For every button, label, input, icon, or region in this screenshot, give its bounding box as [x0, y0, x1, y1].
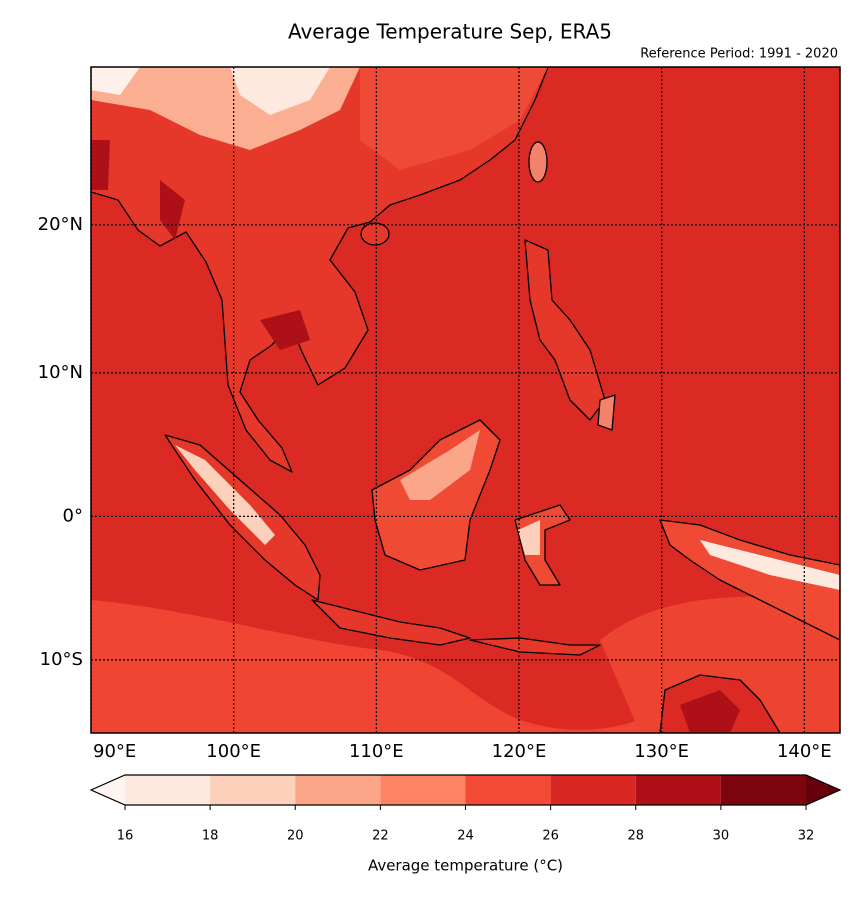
colorbar-under [91, 775, 125, 805]
warm-lake [260, 310, 310, 350]
colorbar-tick-label: 24 [457, 829, 474, 844]
colorbar-tick-label: 16 [117, 829, 134, 844]
warm-valley [160, 180, 185, 240]
sumatra-highland [175, 445, 275, 545]
warm-valley [91, 140, 110, 190]
colorbar: 16 18 20 22 24 26 28 30 32 Average temperature (°… [89, 774, 842, 875]
australia-warm [680, 690, 740, 733]
lon-label: 100°E [206, 741, 261, 762]
colorbar-tick-label: 26 [542, 829, 559, 844]
colorbar-bin [380, 775, 466, 805]
colorbar-bin [210, 775, 296, 805]
colorbar-tick-label: 28 [627, 829, 644, 844]
mindanao [597, 394, 616, 431]
taiwan [528, 141, 548, 183]
colorbar-tick-label: 30 [713, 829, 730, 844]
colorbar-tick-label: 18 [202, 829, 219, 844]
java [311, 599, 471, 646]
map-frame [90, 66, 841, 734]
colorbar-tick-label: 22 [372, 829, 389, 844]
lon-label: 90°E [93, 741, 136, 762]
lon-label: 110°E [349, 741, 404, 762]
lat-label: 20°N [38, 214, 83, 235]
colorbar-bin [465, 775, 551, 805]
colorbar-tick-label: 32 [798, 829, 815, 844]
new-guinea [659, 519, 840, 641]
lesser-sunda [469, 637, 601, 656]
lon-label: 120°E [492, 741, 547, 762]
borneo-highland [400, 430, 480, 500]
colorbar-bin [635, 775, 721, 805]
colorbar-bin [295, 775, 381, 805]
subtitle: Reference Period: 1991 - 2020 [640, 47, 838, 62]
colorbar-bin [125, 775, 211, 805]
lat-label: 0° [63, 505, 83, 526]
colorbar-label: Average temperature (°C) [368, 857, 563, 875]
map-field [91, 67, 840, 733]
lat-label: 10°S [40, 649, 83, 670]
philippines [524, 239, 606, 421]
colorbar-tick-label: 20 [287, 829, 304, 844]
lon-label: 140°E [777, 741, 832, 762]
lon-label: 130°E [634, 741, 689, 762]
sulawesi [514, 504, 571, 586]
china [360, 67, 548, 170]
highland [91, 67, 140, 95]
colorbar-bin [720, 775, 806, 805]
colorbar-over [806, 775, 840, 805]
sea-cool [600, 596, 840, 733]
highland [230, 67, 330, 115]
hainan [360, 222, 390, 246]
colorbar-bin [550, 775, 636, 805]
sulawesi-highland [518, 520, 540, 555]
new-guinea-highland [700, 540, 840, 590]
title: Average Temperature Sep, ERA5 [288, 20, 612, 44]
lat-label: 10°N [38, 362, 83, 383]
